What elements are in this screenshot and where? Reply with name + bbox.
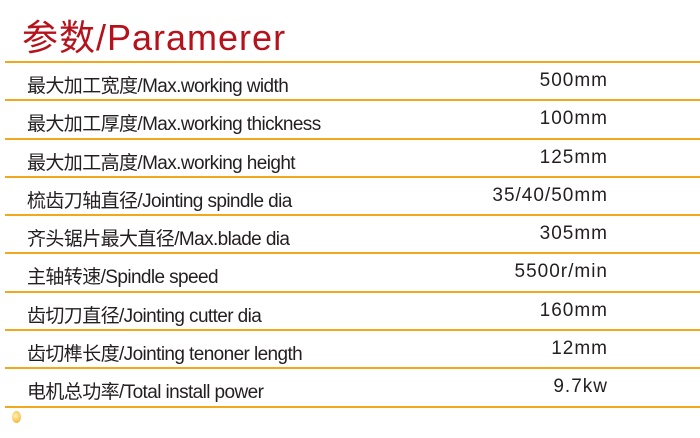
parameter-value: 5500r/min (514, 261, 608, 283)
parameter-label: 齿切榫长度/Jointing tenoner length (27, 344, 303, 366)
parameter-label: 齿切刀直径/Jointing cutter dia (27, 305, 262, 327)
table-row: 主轴转速/Spindle speed 5500r/min (5, 254, 700, 293)
parameter-value: 125mm (539, 146, 608, 168)
parameter-value: 500mm (539, 70, 608, 91)
table-row: 齿切榫长度/Jointing tenoner length 12mm (5, 331, 700, 370)
parameter-value: 9.7kw (553, 376, 608, 398)
parameter-value: 12mm (551, 338, 608, 360)
table-row: 最大加工高度/Max.working height 125mm (5, 140, 700, 178)
parameter-label: 梳齿刀轴直径/Jointing spindle dia (27, 190, 292, 212)
table-row: 齐头锯片最大直径/Max.blade dia 305mm (5, 216, 700, 255)
table-row: 电机总功率/Total install power 9.7kw (5, 369, 700, 408)
parameter-label: 最大加工宽度/Max.working width (27, 76, 289, 97)
table-row: 最大加工厚度/Max.working thickness 100mm (5, 101, 700, 140)
parameter-label: 最大加工厚度/Max.working thickness (27, 114, 321, 136)
parameter-label: 最大加工高度/Max.working height (27, 152, 296, 174)
parameter-value: 160mm (539, 299, 608, 321)
parameter-value: 100mm (539, 108, 608, 130)
parameter-label: 电机总功率/Total install power (27, 382, 264, 404)
parameter-label: 主轴转速/Spindle speed (27, 267, 219, 289)
section-title: 参数/Paramerer (22, 17, 287, 58)
table-row: 最大加工宽度/Max.working width 500mm (5, 63, 700, 102)
bullet-dot-icon (12, 411, 21, 423)
parameter-label: 齐头锯片最大直径/Max.blade dia (27, 229, 290, 251)
table-row: 梳齿刀轴直径/Jointing spindle dia 35/40/50mm (5, 178, 700, 217)
table-row: 齿切刀直径/Jointing cutter dia 160mm (5, 293, 700, 332)
parameter-value: 35/40/50mm (492, 184, 608, 206)
parameter-value: 305mm (539, 223, 608, 245)
parameters-table: 最大加工宽度/Max.working width 500mm 最大加工厚度/Max.… (5, 61, 700, 408)
